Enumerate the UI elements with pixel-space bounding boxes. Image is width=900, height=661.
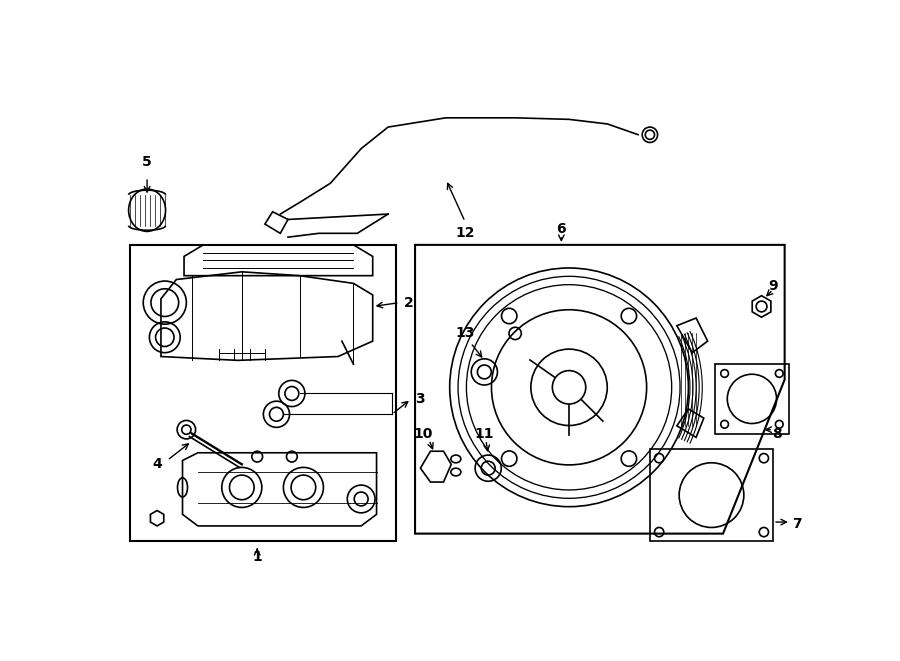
Bar — [716, 364, 788, 434]
Text: 5: 5 — [142, 155, 152, 169]
Text: 7: 7 — [792, 518, 802, 531]
Text: 13: 13 — [455, 327, 475, 340]
Text: 3: 3 — [415, 392, 425, 406]
Text: 12: 12 — [455, 226, 475, 241]
Text: 1: 1 — [252, 550, 262, 564]
Text: 8: 8 — [772, 426, 782, 440]
Text: 6: 6 — [556, 223, 566, 237]
Text: 4: 4 — [152, 457, 162, 471]
Bar — [650, 449, 773, 541]
Text: 2: 2 — [403, 295, 413, 309]
Bar — [130, 245, 396, 541]
Text: 11: 11 — [474, 426, 494, 440]
Text: 10: 10 — [413, 426, 432, 440]
Text: 9: 9 — [769, 279, 778, 293]
